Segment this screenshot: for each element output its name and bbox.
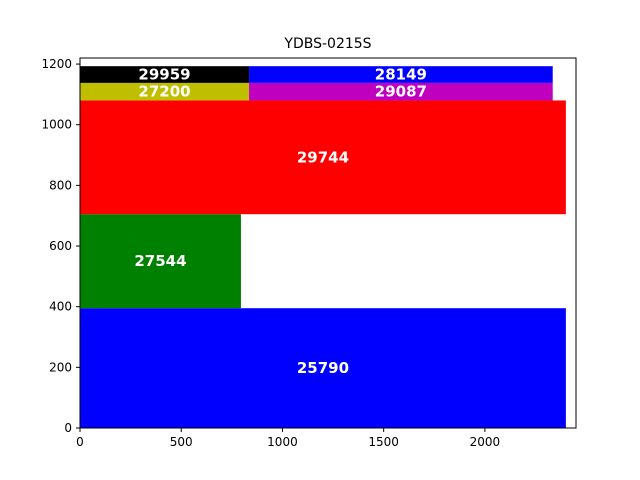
y-tick-label: 1200 [41,57,72,71]
x-tick-label: 1500 [368,435,399,449]
treemap-rect [249,66,553,83]
x-tick-label: 1000 [267,435,298,449]
treemap-rect [80,308,566,428]
treemap-rect-label: 29087 [375,83,427,101]
plot-frame [79,57,577,429]
treemap-rect [80,214,241,309]
treemap-rect-label: 25790 [297,359,349,377]
treemap-rect-label: 27544 [134,252,186,270]
x-tick-label: 500 [170,435,193,449]
treemap-rect [80,82,250,101]
treemap-rect [80,66,250,83]
chart-title: YDBS-0215S [283,36,371,52]
treemap-rect-label: 27200 [138,83,190,101]
y-tick-label: 200 [49,360,72,374]
y-tick-label: 400 [49,300,72,314]
y-axis: 0 200 400 600 800 1000 1200 [41,57,80,435]
treemap-labels: 25790 27544 29744 27200 29087 29959 28149 [134,66,427,378]
treemap-rect-label: 29959 [138,66,190,84]
y-tick-label: 0 [64,421,72,435]
treemap-rectangles [80,66,566,428]
treemap-rect [249,82,553,101]
x-tick-label: 2000 [470,435,501,449]
treemap-rect-label: 28149 [375,66,427,84]
treemap-rect-label: 29744 [297,148,349,166]
y-tick-label: 1000 [41,118,72,132]
y-tick-label: 600 [49,239,72,253]
x-axis: 0 500 1000 1500 2000 [76,428,500,449]
x-tick-label: 0 [76,435,84,449]
y-tick-label: 800 [49,178,72,192]
treemap-rect [80,100,566,215]
